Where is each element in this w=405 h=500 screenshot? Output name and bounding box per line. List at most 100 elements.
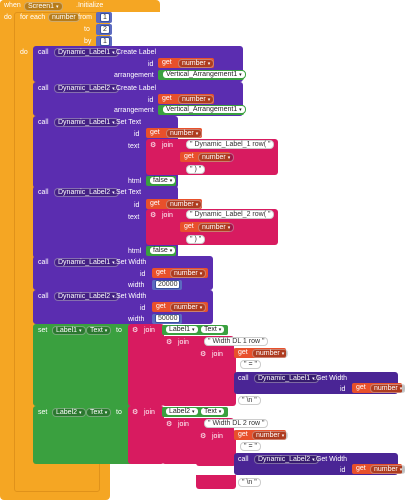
call-label: call <box>38 49 49 56</box>
width-value[interactable]: 50000 <box>155 314 181 323</box>
label2-dropdown[interactable]: Label2 ▾ <box>52 408 86 417</box>
get-number[interactable]: number ▾ <box>370 465 405 474</box>
string-literal[interactable]: " Dynamic_Label_2 row( " <box>186 210 275 219</box>
get-number[interactable]: number ▾ <box>252 431 289 440</box>
inner-join-block[interactable] <box>196 430 236 466</box>
from-value[interactable]: 1 <box>100 13 110 22</box>
text-property-dropdown[interactable]: Text ▾ <box>86 326 112 335</box>
get-number[interactable]: number ▾ <box>170 269 207 278</box>
id-label: id <box>134 202 140 209</box>
set-width-method: .Set Width <box>114 259 147 266</box>
to-value[interactable]: 2 <box>100 25 110 34</box>
dl2-dropdown[interactable]: Dynamic_Label2 ▾ <box>54 292 119 301</box>
initialize-label: .Initialize <box>76 2 104 9</box>
string-literal[interactable]: " ) " <box>186 235 206 244</box>
label1-dropdown[interactable]: Label1 ▾ <box>52 326 86 335</box>
dl2-dropdown[interactable]: Dynamic_Label2 ▾ <box>254 455 319 464</box>
gear-icon[interactable]: ⚙ <box>150 212 157 219</box>
create-label-method: .Create Label <box>114 85 157 92</box>
join-label: join <box>178 421 189 428</box>
inner-join-block[interactable] <box>196 348 236 406</box>
gear-icon[interactable]: ⚙ <box>150 142 157 149</box>
string-literal[interactable]: " ) " <box>186 165 206 174</box>
set-label1-text-block[interactable] <box>33 324 133 406</box>
text-property-dropdown[interactable]: Text ▾ <box>86 408 112 417</box>
call-label: call <box>38 85 49 92</box>
set-text-method: .Set Text <box>114 189 142 196</box>
string-literal[interactable]: " Width DL 1 row " <box>204 337 269 346</box>
text-property-getter[interactable]: Text ▾ <box>200 407 226 416</box>
to-label: to <box>116 327 122 334</box>
label2-getter[interactable]: Label2 ▾ <box>165 407 199 416</box>
join-label: join <box>144 327 155 334</box>
event-do-label: do <box>4 14 12 21</box>
gear-icon[interactable]: ⚙ <box>132 409 139 416</box>
set-label: set <box>38 327 48 334</box>
join-block[interactable] <box>128 324 164 406</box>
get-number[interactable]: number ▾ <box>252 349 289 358</box>
id-label: id <box>134 131 140 138</box>
gear-icon[interactable]: ⚙ <box>132 327 139 334</box>
screen1-dropdown[interactable]: Screen1 ▾ <box>24 2 63 11</box>
string-literal[interactable]: " \n " <box>238 478 261 487</box>
va1-dropdown[interactable]: Vertical_Arrangement1 ▾ <box>162 105 246 114</box>
dl1-dropdown[interactable]: Dynamic_Label1 ▾ <box>254 374 319 383</box>
string-literal[interactable]: " \n " <box>238 396 261 405</box>
get-number[interactable]: number ▾ <box>178 95 215 104</box>
arrangement-label: arrangement <box>114 107 154 114</box>
arrangement-label: arrangement <box>114 72 154 79</box>
call-label: call <box>238 456 249 463</box>
id-label: id <box>148 61 154 68</box>
for-each-label: for each <box>20 14 46 21</box>
dl2-dropdown[interactable]: Dynamic_Label2 ▾ <box>54 84 119 93</box>
get-number[interactable]: number ▾ <box>370 384 405 393</box>
string-literal[interactable]: " Width DL 2 row " <box>204 419 269 428</box>
get-label: get <box>184 223 194 230</box>
label1-getter[interactable]: Label1 ▾ <box>165 325 199 334</box>
join-block[interactable] <box>128 406 164 464</box>
id-label: id <box>140 305 146 312</box>
dl1-dropdown[interactable]: Dynamic_Label1 ▾ <box>54 118 119 127</box>
get-label: get <box>184 153 194 160</box>
get-width-method: .Get Width <box>314 456 348 463</box>
call-label: call <box>38 189 49 196</box>
false-dropdown[interactable]: false ▾ <box>149 246 177 255</box>
gear-icon[interactable]: ⚙ <box>200 351 207 358</box>
dl1-dropdown[interactable]: Dynamic_Label1 ▾ <box>54 258 119 267</box>
text-property-getter[interactable]: Text ▾ <box>200 325 226 334</box>
html-label: html <box>128 248 142 255</box>
call-label: call <box>38 259 49 266</box>
string-literal[interactable]: " Dynamic_Label_1 row( " <box>186 140 275 149</box>
by-value[interactable]: 1 <box>100 37 110 46</box>
call-label: call <box>38 293 49 300</box>
gear-icon[interactable]: ⚙ <box>166 421 173 428</box>
get-label: get <box>356 465 366 472</box>
call-label: call <box>238 375 249 382</box>
string-literal[interactable]: " = " <box>240 442 261 451</box>
width-label: width <box>128 282 145 289</box>
id-label: id <box>340 386 346 393</box>
get-number[interactable]: number ▾ <box>198 153 235 162</box>
get-label: get <box>238 349 248 356</box>
to-label: to <box>116 409 122 416</box>
dl1-dropdown[interactable]: Dynamic_Label1 ▾ <box>54 48 119 57</box>
gear-icon[interactable]: ⚙ <box>166 339 173 346</box>
get-number[interactable]: number ▾ <box>170 303 207 312</box>
get-number[interactable]: number ▾ <box>198 223 235 232</box>
text-label: text <box>128 143 140 150</box>
width-value[interactable]: 20000 <box>155 280 181 289</box>
loop-do-label: do <box>20 49 28 56</box>
join-label: join <box>162 212 173 219</box>
join-label: join <box>162 142 173 149</box>
string-literal[interactable]: " = " <box>240 360 261 369</box>
id-label: id <box>140 271 146 278</box>
va1-dropdown[interactable]: Vertical_Arrangement1 ▾ <box>162 70 246 79</box>
dl2-dropdown[interactable]: Dynamic_Label2 ▾ <box>54 188 119 197</box>
false-dropdown[interactable]: false ▾ <box>149 176 177 185</box>
get-number[interactable]: number ▾ <box>166 129 203 138</box>
loop-variable[interactable]: number <box>48 13 80 22</box>
get-number[interactable]: number ▾ <box>166 200 203 209</box>
get-number[interactable]: number ▾ <box>178 59 215 68</box>
id-label: id <box>340 467 346 474</box>
gear-icon[interactable]: ⚙ <box>200 433 207 440</box>
